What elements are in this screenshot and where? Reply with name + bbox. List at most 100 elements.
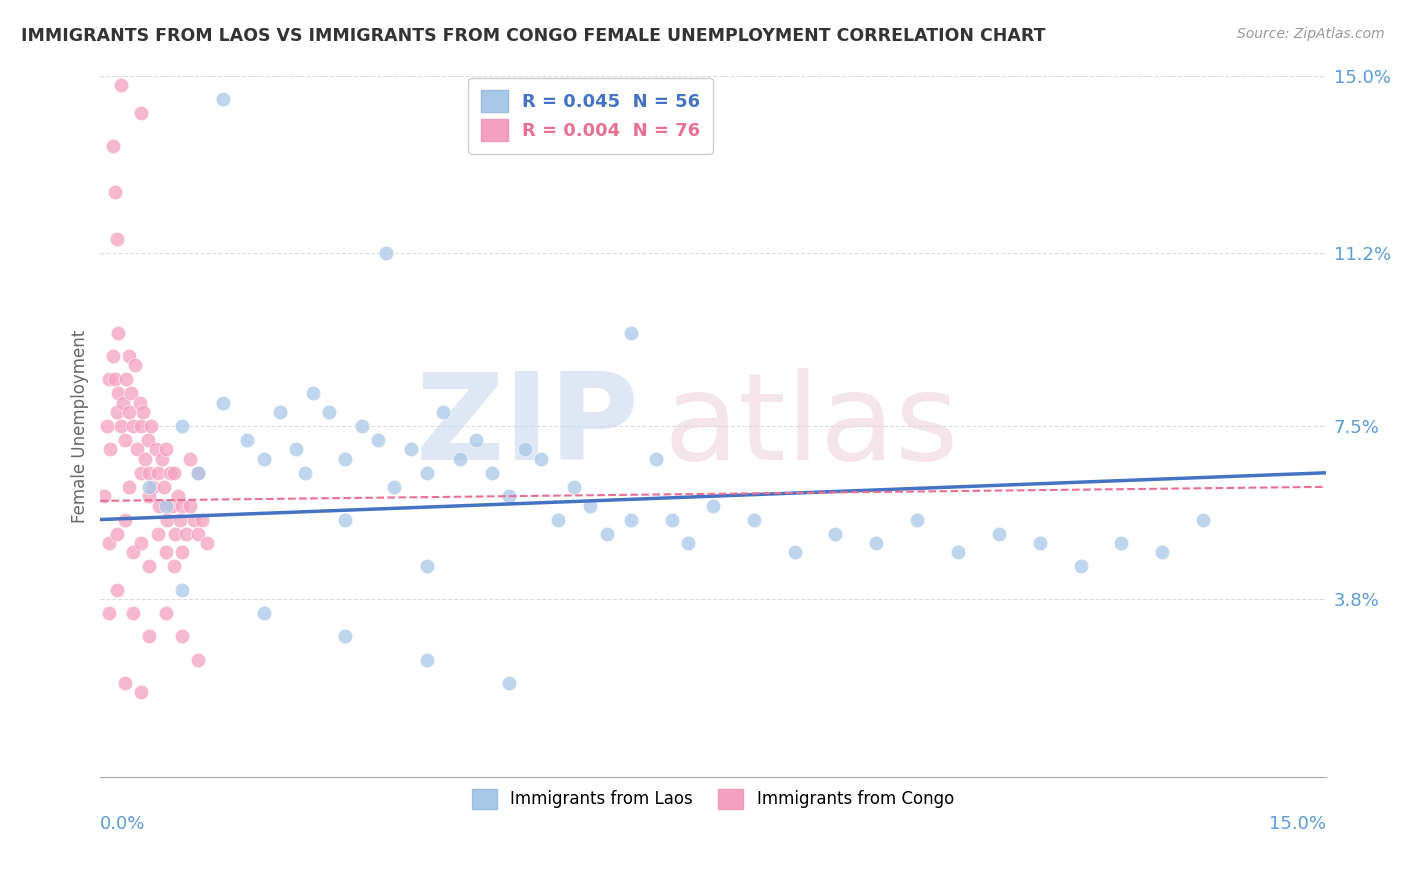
Point [110,78,132,92]
Point [498,676,520,690]
Point [156,512,179,526]
Point [155,442,177,457]
Point [165,526,187,541]
Point [212,92,235,106]
Point [122,419,145,434]
Point [562,480,585,494]
Point [678,536,700,550]
Point [122,606,145,620]
Point [138,629,160,643]
Text: 15.0%: 15.0% [1268,815,1326,833]
Point [138,559,160,574]
Point [93,489,115,503]
Point [465,433,488,447]
Point [110,419,132,434]
Point [97,536,120,550]
Point [620,512,643,526]
Point [122,545,145,559]
Point [579,499,602,513]
Point [136,433,159,447]
Point [139,419,162,434]
Point [118,480,141,494]
Point [129,536,152,550]
Text: Source: ZipAtlas.com: Source: ZipAtlas.com [1237,27,1385,41]
Point [145,442,167,457]
Point [101,138,124,153]
Point [294,466,316,480]
Point [96,419,118,434]
Point [1069,559,1091,574]
Point [112,395,135,409]
Point [269,405,291,419]
Point [155,499,177,513]
Point [174,526,197,541]
Point [191,512,214,526]
Point [129,419,152,434]
Point [97,372,120,386]
Point [318,405,340,419]
Point [367,433,389,447]
Point [285,442,308,457]
Point [167,489,190,503]
Point [783,545,806,559]
Point [104,186,127,200]
Point [1192,512,1215,526]
Point [253,606,276,620]
Point [187,466,209,480]
Point [138,489,160,503]
Point [742,512,765,526]
Point [134,451,156,466]
Point [620,326,643,340]
Point [170,545,193,559]
Point [101,349,124,363]
Point [644,451,666,466]
Point [301,386,323,401]
Point [212,395,235,409]
Point [416,653,439,667]
Point [127,442,149,457]
Point [148,499,170,513]
Point [1111,536,1133,550]
Point [335,629,357,643]
Point [1152,545,1174,559]
Point [432,405,454,419]
Point [187,653,209,667]
Point [105,526,128,541]
Point [350,419,373,434]
Legend: Immigrants from Laos, Immigrants from Congo: Immigrants from Laos, Immigrants from Co… [464,780,962,817]
Point [153,480,176,494]
Point [138,480,160,494]
Point [118,405,141,419]
Y-axis label: Female Unemployment: Female Unemployment [72,329,89,523]
Point [596,526,619,541]
Point [132,405,155,419]
Point [530,451,553,466]
Point [150,451,173,466]
Point [179,451,201,466]
Point [128,395,150,409]
Point [335,512,357,526]
Point [120,386,142,401]
Point [114,676,136,690]
Point [702,499,724,513]
Point [179,499,201,513]
Text: atlas: atlas [664,368,959,484]
Point [170,582,193,597]
Point [115,372,138,386]
Point [236,433,259,447]
Text: IMMIGRANTS FROM LAOS VS IMMIGRANTS FROM CONGO FEMALE UNEMPLOYMENT CORRELATION CH: IMMIGRANTS FROM LAOS VS IMMIGRANTS FROM … [21,27,1046,45]
Point [399,442,422,457]
Point [187,526,209,541]
Point [105,405,128,419]
Point [105,232,128,246]
Point [104,372,127,386]
Point [146,466,169,480]
Text: ZIP: ZIP [416,368,640,484]
Point [513,442,536,457]
Point [547,512,569,526]
Point [114,512,136,526]
Point [170,419,193,434]
Point [384,480,406,494]
Point [138,466,160,480]
Point [335,451,357,466]
